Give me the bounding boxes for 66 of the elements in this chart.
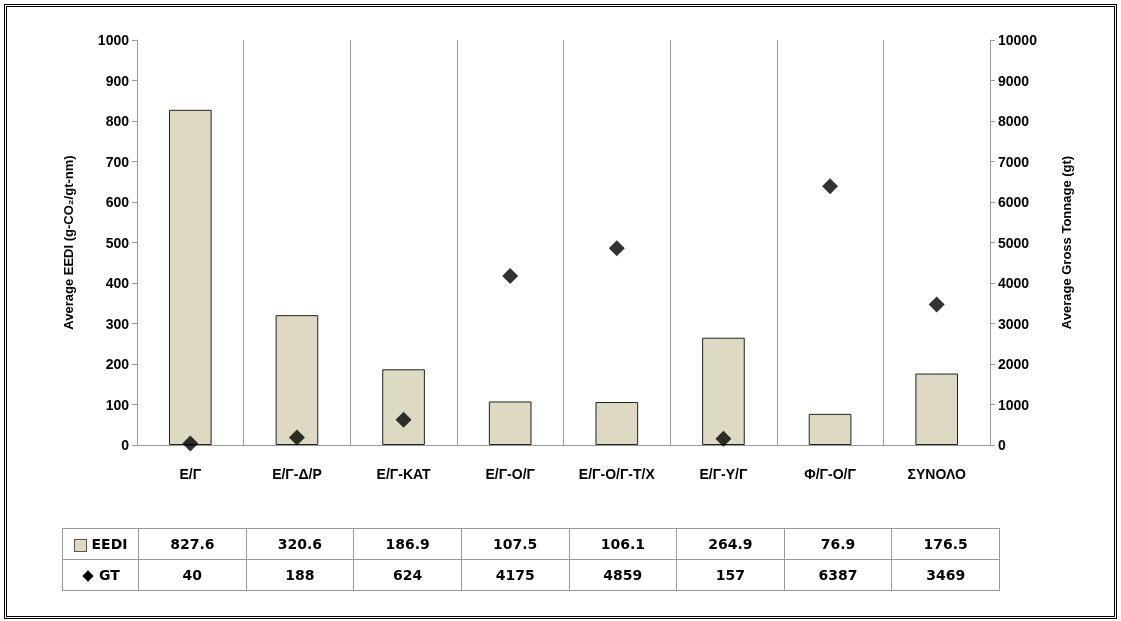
y-tick-label: 400 (105, 275, 130, 291)
data-label: 4859 (569, 559, 677, 591)
point (182, 435, 199, 452)
y-tick-label: 0 (121, 437, 130, 453)
y-tick-label: 200 (105, 356, 130, 372)
y2-tick-label: 10000 (998, 32, 1038, 48)
y2-tick-label: 7000 (998, 153, 1030, 170)
point (288, 429, 305, 446)
y2-axis-title: Average Gross Tonnage (gt) (1059, 155, 1074, 330)
y-tick-label: 600 (105, 194, 130, 210)
y-axis-title: Average EEDI (g-CO₂/gt-nm) (61, 155, 76, 330)
point (928, 296, 945, 313)
y2-tick-label: 1000 (998, 396, 1030, 413)
legend-label: EEDI (62, 528, 139, 560)
y-tick-label: 100 (105, 396, 130, 413)
data-label: 107.5 (461, 528, 569, 560)
data-label: 4175 (461, 559, 569, 591)
data-label: 264.9 (676, 528, 785, 560)
data-label: 186.9 (353, 528, 462, 560)
bar (915, 373, 959, 445)
data-label: 106.1 (569, 528, 677, 560)
y2-tick-label: 4000 (998, 275, 1030, 291)
y2-tick-label: 9000 (998, 72, 1030, 89)
bar (808, 413, 852, 445)
y2-tick-label: 8000 (998, 113, 1030, 129)
point (822, 178, 839, 195)
point (502, 267, 519, 284)
bar (168, 109, 212, 445)
data-label: 624 (353, 559, 462, 591)
data-label: 188 (246, 559, 354, 591)
data-label: 40 (138, 559, 247, 591)
data-label: 6387 (784, 559, 892, 591)
x-tick-label: Ε/Γ-Υ/Γ (699, 466, 748, 482)
data-label: 827.6 (138, 528, 247, 560)
y-tick-label: 500 (105, 234, 130, 251)
y2-tick-label: 6000 (998, 194, 1030, 210)
bar (382, 369, 425, 445)
y2-tick-label: 0 (998, 437, 1006, 453)
point (608, 240, 625, 257)
bar (702, 337, 745, 445)
y-tick-label: 700 (105, 153, 130, 170)
data-label: 157 (676, 559, 785, 591)
x-tick-label: Ε/Γ-Ο/Γ-Τ/Χ (578, 466, 656, 482)
y-tick-label: 300 (105, 315, 130, 332)
y2-tick-label: 5000 (998, 234, 1030, 251)
bar (595, 402, 639, 445)
data-label: 3469 (891, 559, 1000, 591)
legend-label: GT (62, 559, 139, 591)
x-tick-label: Ε/Γ-Ο/Γ (485, 466, 536, 482)
data-label: 76.9 (784, 528, 892, 560)
data-label: 320.6 (246, 528, 354, 560)
y2-tick-label: 3000 (998, 315, 1030, 332)
x-tick-label: Ε/Γ-Δ/Ρ (272, 466, 322, 482)
x-tick-label: ΣΥΝΟΛΟ (907, 466, 966, 482)
x-tick-label: Ε/Γ (179, 466, 202, 482)
data-label: 176.5 (891, 528, 1000, 560)
x-tick-label: Φ/Γ-Ο/Γ (804, 466, 857, 482)
x-tick-label: Ε/Γ-ΚΑΤ (376, 466, 431, 482)
y2-tick-label: 2000 (998, 356, 1030, 372)
point (715, 430, 732, 447)
point (395, 411, 412, 428)
y-tick-label: 800 (105, 113, 130, 129)
bar (488, 401, 532, 445)
bar (275, 315, 319, 445)
y-tick-label: 1000 (97, 32, 130, 48)
y-tick-label: 900 (105, 72, 130, 89)
